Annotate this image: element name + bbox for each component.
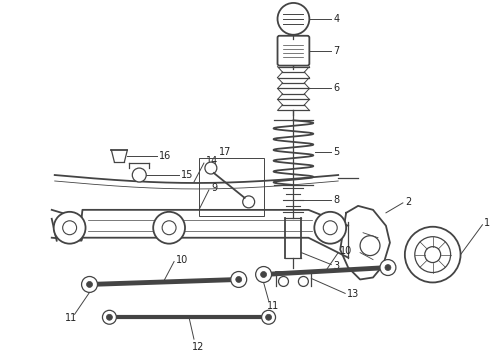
FancyBboxPatch shape [277,36,309,66]
Bar [199,158,264,216]
Circle shape [425,247,441,262]
Text: 13: 13 [347,289,359,300]
Circle shape [63,221,76,235]
Circle shape [81,276,98,292]
Circle shape [278,276,289,287]
Circle shape [261,271,267,278]
Circle shape [415,237,451,273]
Text: 10: 10 [176,255,188,265]
Circle shape [102,310,117,324]
Text: 3: 3 [333,261,340,271]
Text: 15: 15 [181,170,194,180]
Circle shape [262,310,275,324]
Text: 8: 8 [333,195,340,205]
Circle shape [162,221,176,235]
Text: 6: 6 [333,84,340,94]
Circle shape [405,227,461,283]
Text: 11: 11 [267,301,279,311]
Text: 7: 7 [333,46,340,56]
Text: 10: 10 [340,246,352,256]
Circle shape [54,212,86,244]
Circle shape [314,212,346,244]
Circle shape [266,314,271,320]
Circle shape [153,212,185,244]
Circle shape [385,265,391,270]
Circle shape [380,260,396,275]
Text: 4: 4 [333,14,340,24]
Circle shape [132,168,146,182]
Text: 16: 16 [159,151,171,161]
Circle shape [236,276,242,283]
Circle shape [277,3,309,35]
Circle shape [106,314,112,320]
Text: 9: 9 [211,183,217,193]
Text: 5: 5 [333,147,340,157]
Circle shape [87,282,93,287]
Circle shape [243,196,255,208]
Text: 1: 1 [485,218,490,228]
Circle shape [360,236,380,256]
Text: 2: 2 [405,197,411,207]
Text: 14: 14 [206,156,218,166]
Circle shape [298,276,308,287]
Circle shape [256,266,271,283]
Text: 17: 17 [219,147,231,157]
Text: 11: 11 [65,313,77,323]
Circle shape [231,271,246,287]
Text: 12: 12 [192,342,204,352]
Circle shape [323,221,337,235]
Circle shape [205,162,217,174]
